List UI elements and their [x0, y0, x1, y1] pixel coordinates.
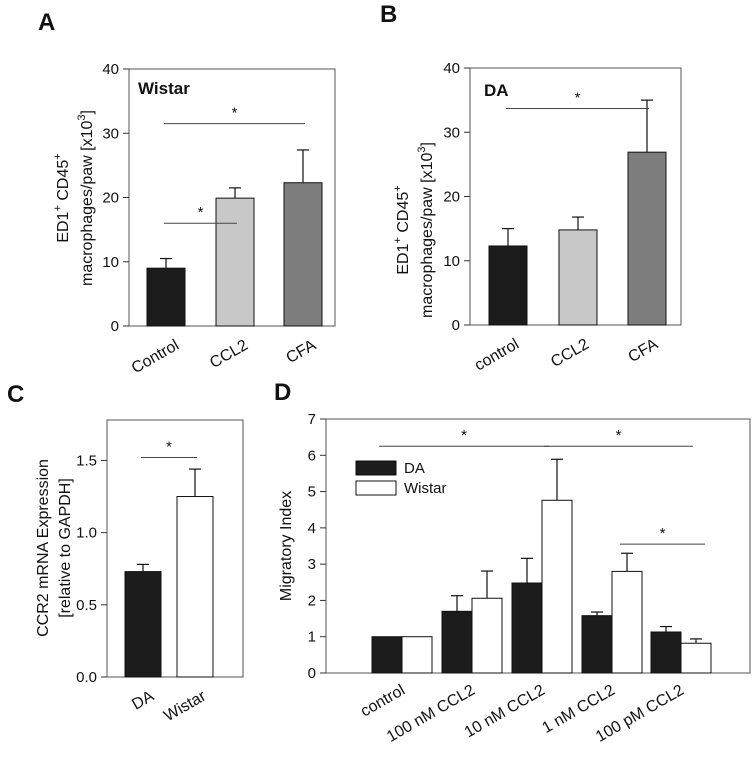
y-tick-label-c-3: 1.5 — [76, 452, 97, 469]
y-tick-label-d-4: 4 — [308, 520, 316, 537]
category-label-a-0: Control — [129, 337, 182, 378]
bar-d-wistar-4 — [681, 643, 711, 673]
bar-a-cfa — [284, 183, 322, 326]
y-tick-label-d-2: 2 — [308, 592, 316, 609]
category-label-d-2: 10 nM CCL2 — [462, 682, 548, 742]
y-tick-label-a-1: 10 — [102, 254, 119, 271]
bar-d-da-4 — [651, 632, 681, 673]
significance-star-a-0: * — [198, 204, 204, 221]
significance-star-c-0: * — [166, 439, 172, 456]
bar-d-da-2 — [512, 583, 542, 673]
legend-label-wistar: Wistar — [404, 480, 447, 497]
legend-swatch-da — [356, 461, 396, 475]
y-tick-label-d-3: 3 — [308, 556, 316, 573]
y-tick-label-a-0: 0 — [111, 318, 119, 335]
chart-d: Migratory Index DA Wistar 0 1 2 3 4 5 6 7 contro… — [278, 411, 750, 746]
category-label-b-1: CCL2 — [548, 336, 592, 371]
y-tick-label-b-4: 40 — [443, 60, 460, 77]
y-axis-label-a-line1: ED1+ CD45+ — [52, 153, 72, 242]
y-tick-label-b-2: 20 — [443, 189, 460, 206]
bar-d-da-0 — [372, 637, 402, 673]
chart-c: CCR2 mRNA Expression [relative to GAPDH]… — [35, 420, 243, 725]
legend-label-da: DA — [404, 460, 425, 477]
significance-star-d-1: * — [616, 427, 622, 444]
category-label-a-2: CFA — [284, 337, 320, 367]
category-label-d-0: control — [358, 682, 408, 721]
y-tick-label-c-2: 1.0 — [76, 525, 97, 542]
y-tick-label-d-0: 0 — [308, 665, 316, 682]
y-axis-label-b-line1: ED1+ CD45+ — [392, 185, 412, 274]
y-tick-label-b-3: 30 — [443, 124, 460, 141]
legend-d: DA Wistar — [356, 460, 447, 497]
significance-star-d-0: * — [461, 427, 467, 444]
panel-letter-c: C — [7, 381, 24, 408]
bar-a-ccl2 — [216, 198, 254, 326]
y-tick-label-c-0: 0.0 — [76, 669, 97, 686]
bar-d-wistar-0 — [402, 637, 432, 673]
bar-d-wistar-1 — [472, 598, 502, 673]
significance-star-d-2: * — [660, 525, 666, 542]
y-tick-label-d-7: 7 — [308, 411, 316, 428]
y-tick-label-d-6: 6 — [308, 447, 316, 464]
y-axis-label-a-line2: macrophages/paw [x103] — [76, 110, 96, 286]
category-label-b-0: control — [472, 336, 522, 375]
bar-c-wistar — [177, 497, 213, 677]
y-tick-label-a-2: 20 — [102, 190, 119, 207]
bar-d-da-3 — [582, 616, 612, 673]
category-label-c-1: Wistar — [161, 687, 209, 725]
y-tick-label-c-1: 0.5 — [76, 597, 97, 614]
panel-letter-d: D — [274, 379, 291, 406]
y-axis-label-d: Migratory Index — [278, 491, 295, 601]
y-tick-label-b-0: 0 — [452, 317, 460, 334]
chart-b: DA ED1+ CD45+ macrophages/paw [x103] 0 10… — [392, 60, 681, 374]
bar-b-control — [489, 246, 527, 325]
chart-a: Wistar ED1+ CD45+ macrophages/paw [x103]… — [52, 61, 335, 377]
y-axis-label-c-line2: [relative to GAPDH] — [57, 478, 74, 618]
significance-star-a-1: * — [232, 105, 238, 122]
category-label-b-2: CFA — [626, 336, 662, 366]
figure: A B C D Wistar ED1+ CD45+ macrophages/pa… — [0, 0, 755, 768]
bar-b-cfa — [628, 152, 666, 325]
bar-d-wistar-3 — [612, 571, 642, 673]
y-tick-label-d-5: 5 — [308, 484, 316, 501]
y-tick-label-b-1: 10 — [443, 253, 460, 270]
panel-letter-a: A — [38, 9, 55, 36]
y-axis-label-c-line1: CCR2 mRNA Expression — [35, 459, 52, 637]
bar-b-ccl2 — [559, 230, 597, 325]
category-label-a-1: CCL2 — [207, 337, 251, 372]
inset-label-b: DA — [484, 81, 509, 100]
y-axis-label-b-line2: macrophages/paw [x103] — [416, 142, 436, 318]
panel-letter-b: B — [380, 1, 397, 28]
significance-star-b-0: * — [575, 89, 581, 106]
y-tick-label-a-3: 30 — [102, 125, 119, 142]
y-tick-label-d-1: 1 — [308, 629, 316, 646]
inset-label-a: Wistar — [138, 79, 190, 98]
bar-a-control — [147, 268, 185, 326]
legend-swatch-wistar — [356, 481, 396, 495]
bar-d-wistar-2 — [542, 500, 572, 673]
bar-d-da-1 — [442, 611, 472, 673]
category-label-c-0: DA — [129, 688, 157, 714]
bar-c-da — [125, 572, 161, 677]
y-tick-label-a-4: 40 — [102, 61, 119, 78]
